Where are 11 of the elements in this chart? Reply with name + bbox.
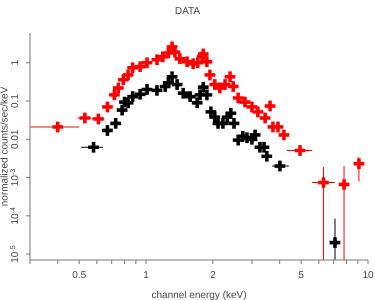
- x-tick-label: 5: [298, 270, 304, 281]
- y-axis-title: normalized counts/sec/keV: [0, 86, 11, 206]
- x-tick-label: 2: [210, 270, 216, 281]
- y-tick-label: 1: [10, 60, 21, 66]
- x-axis-title: channel energy (keV): [151, 290, 247, 300]
- x-tick-label: 1: [143, 270, 150, 281]
- x-tick-label: 0.5: [72, 270, 87, 281]
- y-tick-label: 0.01: [10, 129, 21, 150]
- y-tick-label: 0.1: [10, 94, 21, 108]
- chart-title: DATA: [174, 6, 202, 17]
- x-tick-label: 10: [362, 270, 374, 281]
